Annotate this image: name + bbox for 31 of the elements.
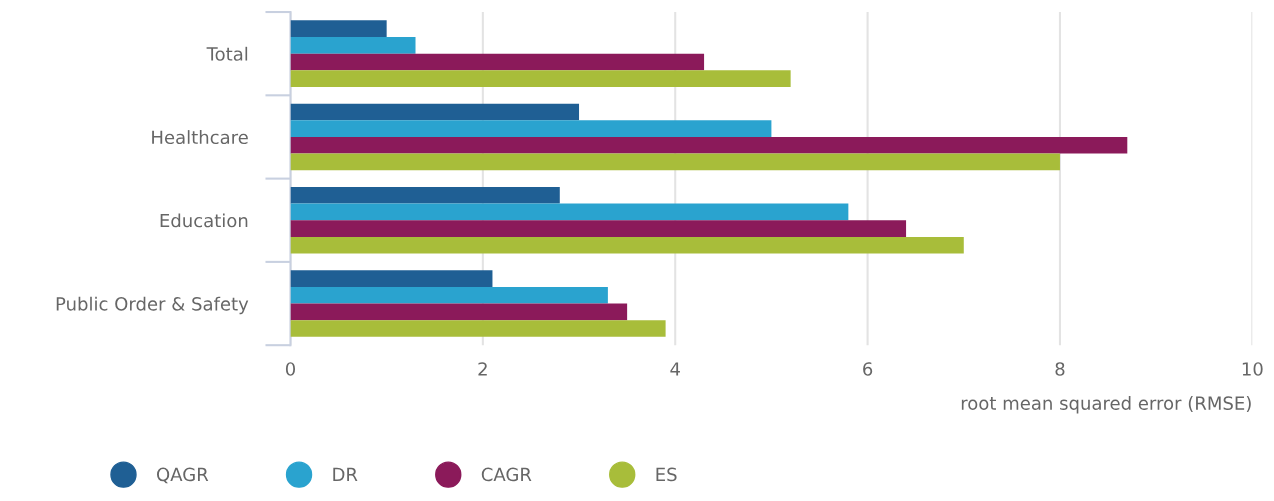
bar (290, 303, 628, 321)
legend-label: CAGR (481, 467, 532, 482)
bar (290, 236, 964, 254)
x-tick-label: 6 (863, 362, 873, 376)
bar (290, 136, 1128, 154)
y-tick-label: Total (206, 46, 248, 61)
bar (290, 220, 907, 237)
x-tick-label: 8 (1055, 362, 1065, 376)
bar (290, 186, 560, 204)
bar (290, 286, 608, 304)
y-tick-label: Healthcare (152, 130, 248, 145)
bar (290, 320, 666, 337)
bar (290, 270, 493, 287)
x-axis-title: root mean squared error (RMSE) (961, 396, 1251, 414)
legend-label: DR (333, 467, 358, 481)
legend-label: QAGR (157, 467, 209, 484)
x-tick-label: 2 (478, 362, 487, 376)
x-tick-label: 10 (1242, 362, 1263, 376)
y-tick-label: Education (160, 213, 248, 228)
bar (290, 153, 1060, 171)
x-tick-label: 0 (285, 362, 296, 376)
y-tick-label: Public Order & Safety (56, 296, 249, 315)
bar (290, 203, 849, 221)
bar (290, 53, 705, 71)
bar (290, 120, 772, 137)
bar (290, 37, 416, 54)
x-tick-label: 4 (670, 362, 680, 376)
bar (290, 20, 387, 38)
bar (290, 70, 791, 87)
legend-label: ES (656, 467, 677, 482)
bar (290, 103, 580, 121)
